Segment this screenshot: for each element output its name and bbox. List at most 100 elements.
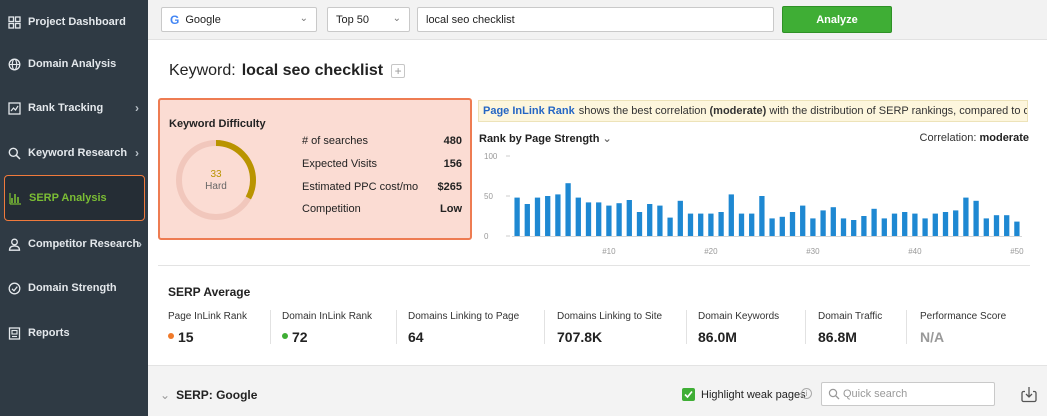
highlight-weak-pages-label[interactable]: Highlight weak pages <box>701 389 806 401</box>
analyze-button[interactable]: Analyze <box>782 6 892 33</box>
chart-bar-10[interactable] <box>606 205 612 236</box>
chart-bar-6[interactable] <box>565 183 571 236</box>
chart-bar-24[interactable] <box>749 213 755 236</box>
serp-collapse-toggle[interactable]: ⌄ SERP: Google <box>160 388 257 402</box>
chart-bar-38[interactable] <box>891 213 898 236</box>
chart-bar-22[interactable] <box>728 194 734 236</box>
chart-bar-28[interactable] <box>789 212 796 236</box>
chevron-right-icon: › <box>135 146 139 160</box>
chart-bar-50[interactable] <box>1014 221 1020 236</box>
keyword-difficulty-title: Keyword Difficulty <box>169 118 266 130</box>
chart-bar-40[interactable] <box>912 213 918 236</box>
chart-bar-5[interactable] <box>555 194 561 236</box>
rank-by-dropdown[interactable]: Rank by Page Strength ⌄ <box>479 132 612 145</box>
chart-bar-11[interactable] <box>616 203 622 236</box>
serp-title: SERP: Google <box>176 388 258 402</box>
y-tick-label: 0 <box>484 232 489 241</box>
sidebar-item-rank-tracking[interactable]: Rank Tracking › <box>0 86 148 130</box>
metric-label: Domain InLink Rank <box>282 311 373 322</box>
divider <box>686 310 687 344</box>
chart-bar-23[interactable] <box>738 213 745 236</box>
export-icon[interactable] <box>1020 385 1038 403</box>
chart-bar-31[interactable] <box>820 210 826 236</box>
depth-select[interactable]: Top 50 ⌄ <box>327 7 410 32</box>
chart-bar-47[interactable] <box>983 218 989 236</box>
chart-bar-32[interactable] <box>830 207 836 236</box>
chart-bar-21[interactable] <box>718 212 724 236</box>
chart-bar-35[interactable] <box>861 216 867 236</box>
keyword-difficulty-card: Keyword Difficulty 33 Hard # of searches… <box>158 98 472 240</box>
info-text: shows the best correlation <box>578 105 707 117</box>
chart-bar-36[interactable] <box>871 208 877 236</box>
chart-bar-1[interactable] <box>514 197 520 236</box>
metric-label: Domain Traffic <box>818 311 883 322</box>
chart-bar-15[interactable] <box>657 205 663 236</box>
search-engine-select[interactable]: G Google ⌄ <box>161 7 317 32</box>
chart-bar-18[interactable] <box>687 213 694 236</box>
chart-bar-48[interactable] <box>993 215 1000 236</box>
add-keyword-button[interactable]: + <box>391 64 406 78</box>
chart-bar-30[interactable] <box>810 218 816 236</box>
metric-domain-traffic: Domain Traffic 86.8M <box>818 311 882 345</box>
chart-bar-7[interactable] <box>575 197 581 236</box>
chart-bar-3[interactable] <box>534 197 541 236</box>
sidebar-item-serp-analysis[interactable]: SERP Analysis <box>4 175 145 221</box>
chart-bar-41[interactable] <box>922 218 928 236</box>
highlight-weak-pages-checkbox[interactable] <box>682 388 695 401</box>
quick-search-field[interactable] <box>821 382 995 406</box>
stat-row: Estimated PPC cost/mo $265 <box>302 181 462 193</box>
chart-bar-34[interactable] <box>851 220 857 236</box>
chart-bar-33[interactable] <box>840 218 847 236</box>
chart-bar-12[interactable] <box>626 200 632 236</box>
difficulty-level: Hard <box>205 181 227 192</box>
chart-bar-19[interactable] <box>698 213 704 236</box>
metric-performance-score: Performance Score N/A <box>920 311 1006 345</box>
difficulty-gauge <box>176 140 256 220</box>
chart-bar-26[interactable] <box>769 218 775 236</box>
metric-domain-keywords: Domain Keywords 86.0M <box>698 311 779 345</box>
stat-label: Estimated PPC cost/mo <box>302 181 419 193</box>
chart-bar-37[interactable] <box>881 218 887 236</box>
correlation-readout: Correlation: moderate <box>920 132 1029 144</box>
x-tick-label: #50 <box>1010 247 1024 256</box>
chart-bar-49[interactable] <box>1004 215 1010 236</box>
chart-bar-25[interactable] <box>759 196 765 236</box>
page-title: Keyword: local seo checklist + <box>169 62 406 80</box>
keyword-query-input[interactable] <box>417 7 774 32</box>
sidebar-item-reports[interactable]: Reports <box>0 311 148 355</box>
page-inlink-rank-link[interactable]: Page InLink Rank <box>483 105 575 117</box>
chart-bar-44[interactable] <box>953 210 959 236</box>
info-icon[interactable]: i <box>801 388 812 399</box>
sidebar-item-competitor-research[interactable]: Competitor Research › <box>0 222 148 266</box>
chevron-down-icon: ⌄ <box>160 388 171 402</box>
chart-bar-43[interactable] <box>942 212 949 236</box>
chart-bar-9[interactable] <box>596 202 602 236</box>
sidebar-item-keyword-research[interactable]: Keyword Research › <box>0 131 148 175</box>
metric-value: 72 <box>292 329 308 345</box>
sidebar-item-domain-analysis[interactable]: Domain Analysis <box>0 42 148 86</box>
chart-bar-17[interactable] <box>677 200 683 236</box>
checkmark-icon <box>684 390 693 399</box>
chart-bar-8[interactable] <box>585 202 592 236</box>
chart-bar-29[interactable] <box>800 205 806 236</box>
sidebar-item-label: Keyword Research <box>28 147 128 159</box>
metric-value: 86.0M <box>698 329 737 345</box>
chart-bar-27[interactable] <box>779 216 785 236</box>
chart-bar-16[interactable] <box>667 217 673 236</box>
chart-bar-46[interactable] <box>973 200 979 236</box>
chart-bar-45[interactable] <box>963 197 969 236</box>
sidebar-item-project-dashboard[interactable]: Project Dashboard <box>0 0 148 44</box>
sidebar: Project Dashboard Domain Analysis Rank T… <box>0 0 148 416</box>
chart-bar-39[interactable] <box>902 212 908 236</box>
chart-bar-42[interactable] <box>932 213 938 236</box>
sidebar-item-domain-strength[interactable]: Domain Strength <box>0 266 148 310</box>
chart-bar-20[interactable] <box>708 213 714 236</box>
chart-bar-2[interactable] <box>524 204 530 236</box>
chart-bar-4[interactable] <box>545 196 551 236</box>
metric-label: Domains Linking to Site <box>557 311 663 322</box>
search-icon <box>8 147 21 160</box>
chart-bar-14[interactable] <box>647 204 653 236</box>
chart-bar-13[interactable] <box>636 212 643 236</box>
quick-search-input[interactable] <box>843 385 991 403</box>
search-engine-value: Google <box>185 13 221 26</box>
